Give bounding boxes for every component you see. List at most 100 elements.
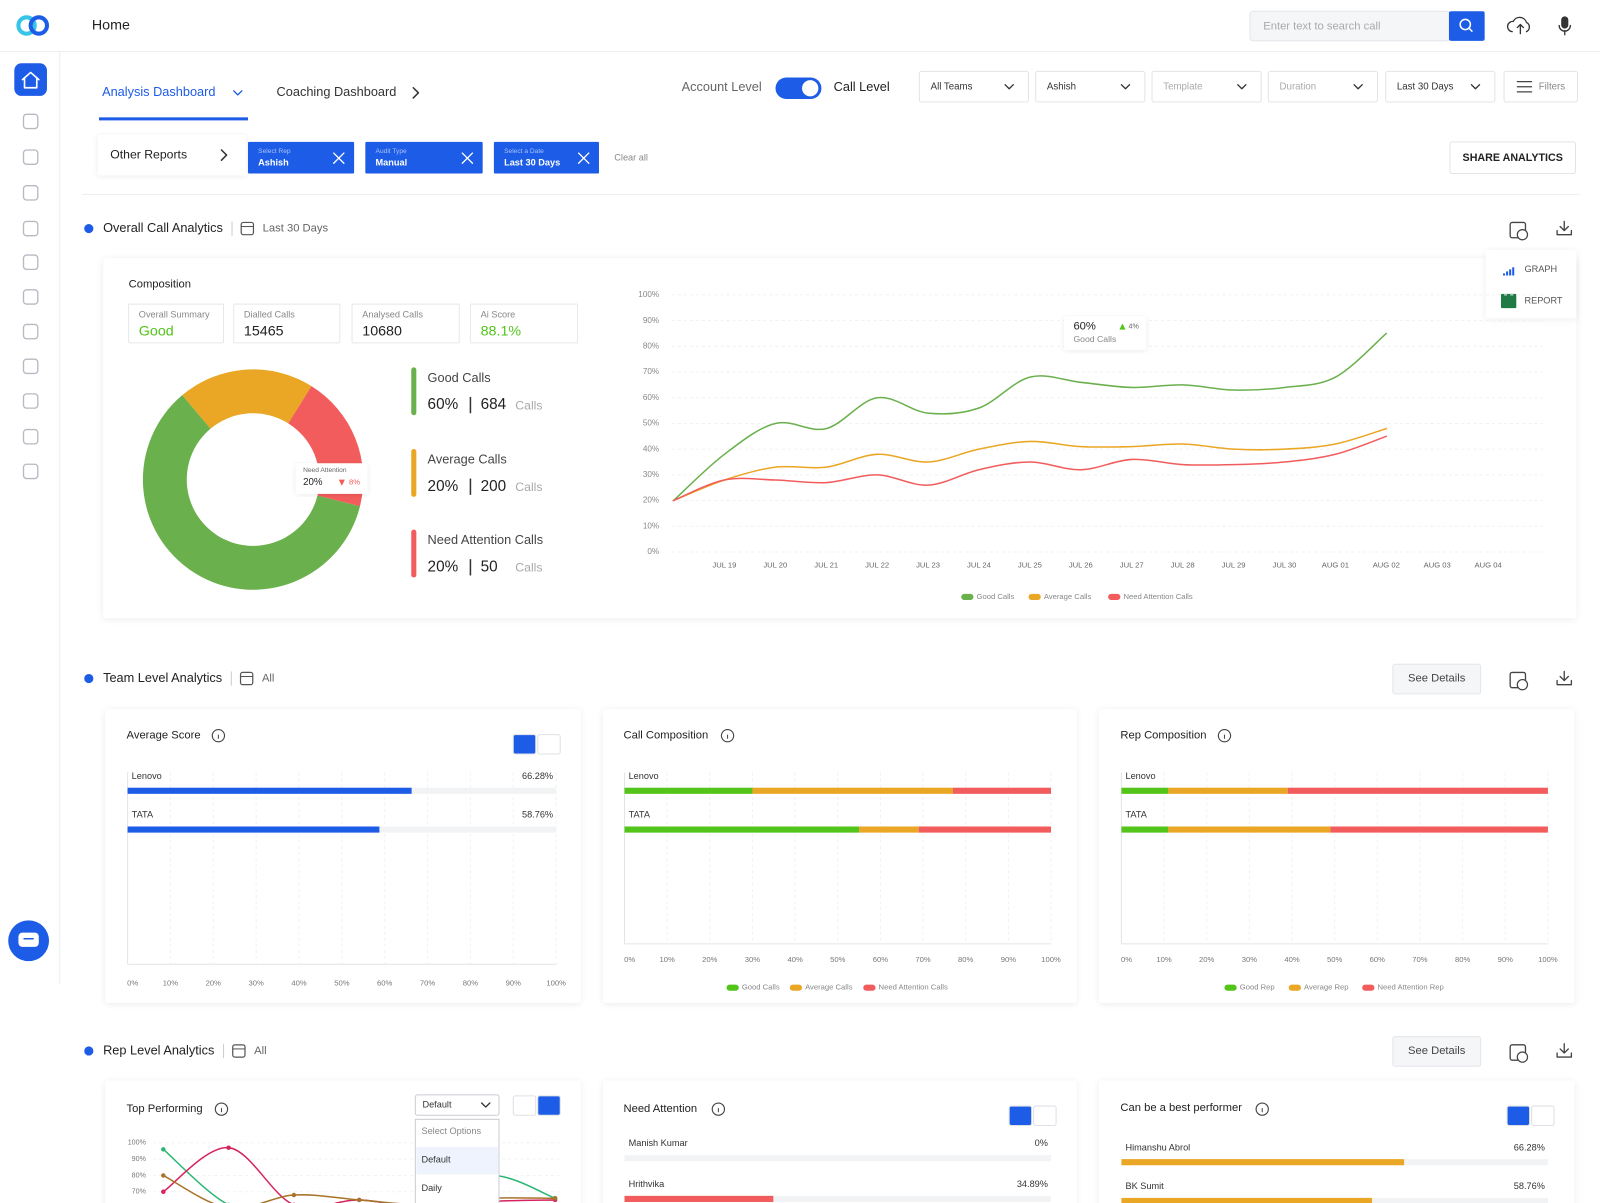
- dropdown[interactable]: [1385, 70, 1496, 103]
- x-tick-label: 40%: [1284, 955, 1299, 964]
- legend-unit: Calls: [515, 561, 542, 575]
- upload-icon[interactable]: [1506, 16, 1530, 35]
- see-details[interactable]: [1392, 663, 1482, 695]
- clear-all[interactable]: Clear all: [614, 153, 648, 163]
- see-details[interactable]: [1392, 1036, 1482, 1067]
- select-dropdown[interactable]: [414, 1094, 500, 1116]
- nav-icon[interactable]: [22, 149, 39, 165]
- close-icon[interactable]: [577, 152, 590, 164]
- view-toggle[interactable]: [1008, 1105, 1033, 1126]
- menu-option[interactable]: Daily: [421, 1183, 442, 1193]
- search-button[interactable]: [1448, 11, 1485, 41]
- chevron-down[interactable]: [233, 90, 243, 96]
- dropdown[interactable]: [1267, 70, 1379, 103]
- legend-swatch: [961, 593, 974, 600]
- mic-icon[interactable]: [1561, 16, 1569, 29]
- legend-swatch: [1028, 593, 1041, 600]
- nav-active[interactable]: [14, 63, 47, 96]
- bar-segment: [952, 787, 1052, 794]
- nav-icon[interactable]: [22, 254, 39, 271]
- tab[interactable]: Coaching Dashboard: [277, 84, 397, 99]
- info-icon[interactable]: [1255, 1102, 1269, 1116]
- filter-chip[interactable]: [365, 141, 483, 174]
- nav-icon[interactable]: [22, 220, 39, 237]
- toggle-knob: [802, 80, 819, 97]
- export-menu: [1485, 249, 1577, 319]
- view-toggle[interactable]: [537, 1095, 561, 1116]
- dropdown[interactable]: [1151, 70, 1262, 103]
- nav-icon[interactable]: [22, 289, 39, 305]
- line-tooltip: [1064, 316, 1146, 350]
- menu-option[interactable]: Select Options: [421, 1126, 481, 1136]
- tab[interactable]: Analysis Dashboard: [102, 84, 215, 99]
- info-icon[interactable]: [214, 1102, 229, 1116]
- legend-swatch: [1108, 593, 1121, 600]
- view-toggle[interactable]: [1033, 1105, 1057, 1126]
- menu-option[interactable]: Default: [421, 1155, 451, 1165]
- nav-icon[interactable]: [22, 323, 39, 340]
- dropdown-value: Last 30 Days: [1397, 81, 1454, 92]
- x-tick-label: 40%: [787, 955, 802, 964]
- view-toggle[interactable]: [1506, 1105, 1531, 1126]
- y-tick-label: 10%: [643, 521, 659, 530]
- view-toggle[interactable]: [537, 734, 561, 755]
- line-point: [552, 1196, 558, 1201]
- nav-icon[interactable]: [22, 358, 39, 375]
- info-icon[interactable]: [720, 728, 735, 743]
- dropdown[interactable]: [918, 70, 1030, 103]
- chat-icon: [18, 932, 39, 947]
- dropdown-value: Duration: [1280, 81, 1317, 92]
- info-icon[interactable]: [1217, 728, 1232, 743]
- chevron-down: [480, 1102, 491, 1108]
- dropdown-value: Ashish: [1047, 81, 1076, 92]
- line-point: [161, 1189, 166, 1195]
- bar-segment: [859, 826, 919, 833]
- close-icon[interactable]: [461, 152, 474, 164]
- legend-bar: [411, 529, 417, 578]
- nav-icon[interactable]: [22, 393, 39, 409]
- filter-chip[interactable]: [247, 141, 355, 174]
- search-icon-handle: [1468, 28, 1473, 33]
- bar-value: 66.28%: [522, 771, 553, 781]
- other-reports[interactable]: [97, 134, 246, 176]
- y-tick-label: 60%: [643, 393, 659, 402]
- bar: [127, 787, 412, 794]
- chip-value: Manual: [376, 158, 408, 168]
- card-title: Top Performing: [127, 1103, 203, 1115]
- x-tick-label: 30%: [745, 955, 760, 964]
- schedule-clock: [1516, 228, 1529, 241]
- nav-icon[interactable]: [22, 463, 39, 480]
- export-option[interactable]: GRAPH: [1524, 264, 1557, 274]
- x-tick-label: 90%: [1001, 955, 1016, 964]
- tab-underline: [99, 117, 248, 121]
- card-title: Call Composition: [623, 730, 708, 742]
- nav-icon[interactable]: [22, 113, 39, 130]
- info-icon[interactable]: [711, 1102, 726, 1116]
- export-option[interactable]: REPORT: [1524, 295, 1562, 305]
- view-toggle[interactable]: [512, 1095, 537, 1116]
- dropdown[interactable]: [1035, 70, 1146, 103]
- dropdown-value: Default: [422, 1099, 452, 1109]
- x-tick-label: 100%: [546, 979, 566, 988]
- y-tick-label: 0%: [647, 547, 659, 556]
- nav-icon[interactable]: [22, 185, 39, 201]
- x-tick-label: 90%: [506, 979, 521, 988]
- filter-chip[interactable]: [493, 141, 599, 174]
- chevron-down: [1237, 84, 1247, 90]
- share-button[interactable]: [1449, 141, 1576, 174]
- view-toggle[interactable]: [512, 734, 537, 755]
- x-tick-label: JUL 26: [1069, 560, 1093, 569]
- download-icon[interactable]: [1556, 670, 1573, 686]
- nav-icon[interactable]: [22, 428, 39, 445]
- x-tick-label: JUL 19: [712, 560, 736, 569]
- see-details-label: See Details: [1408, 1045, 1466, 1057]
- download-icon[interactable]: [1556, 220, 1573, 236]
- view-toggle[interactable]: [1531, 1105, 1555, 1126]
- info-icon[interactable]: [211, 728, 226, 743]
- download-icon[interactable]: [1556, 1043, 1573, 1058]
- search-placeholder[interactable]: Enter text to search call: [1263, 20, 1380, 32]
- close-icon[interactable]: [333, 152, 345, 164]
- filters-button[interactable]: [1503, 70, 1579, 103]
- tooltip-value: 60%: [1073, 320, 1095, 332]
